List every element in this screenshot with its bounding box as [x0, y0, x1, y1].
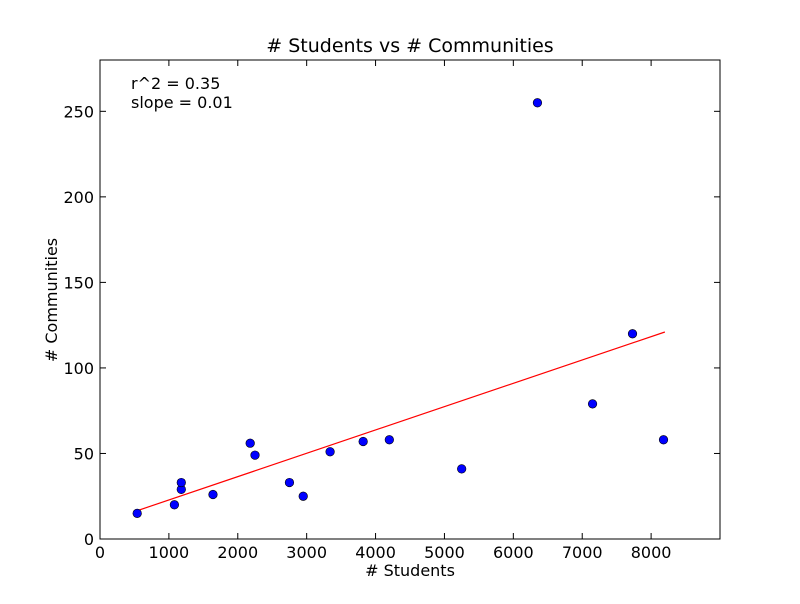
data-point	[298, 491, 308, 501]
data-point	[627, 329, 638, 339]
data-point	[384, 435, 394, 445]
annotation-slope: slope = 0.01	[131, 93, 233, 112]
x-tick-label: 6000	[493, 543, 534, 562]
data-point	[532, 98, 543, 108]
data-point	[587, 399, 598, 409]
x-tick-label: 8000	[631, 543, 672, 562]
y-axis-label: # Communities	[42, 238, 61, 362]
data-point	[284, 477, 295, 488]
data-point	[245, 438, 255, 448]
data-point	[457, 464, 467, 474]
y-tick-label: 100	[63, 359, 94, 378]
y-tick-label: 250	[63, 102, 94, 121]
y-tick-label: 0	[84, 530, 94, 549]
data-point	[132, 508, 142, 518]
y-tick-label: 150	[63, 273, 94, 292]
chart-title: # Students vs # Communities	[266, 35, 553, 57]
data-point	[208, 489, 218, 500]
x-tick-label: 2000	[217, 543, 258, 562]
x-tick-label: 3000	[286, 543, 327, 562]
data-point	[658, 435, 669, 445]
axes-frame	[99, 59, 721, 540]
annotation-r-squared: r^2 = 0.35	[131, 74, 220, 93]
x-tick-label: 0	[95, 543, 105, 562]
x-tick-label: 5000	[424, 543, 465, 562]
regression-line	[134, 331, 666, 513]
x-tick-label: 4000	[355, 543, 396, 562]
data-point	[176, 477, 186, 488]
y-tick-label: 50	[74, 444, 94, 463]
data-point	[169, 500, 179, 510]
x-axis-label: # Students	[365, 561, 455, 580]
data-point	[358, 436, 368, 447]
data-point	[325, 447, 335, 457]
x-tick-label: 7000	[562, 543, 603, 562]
plot-area: 0 1000 2000 3000 4000 5000 6000 7000 8000 0 50 100 1…	[63, 59, 721, 562]
x-tick-label: 1000	[149, 543, 190, 562]
y-tick-label: 200	[63, 188, 94, 207]
data-point	[250, 450, 260, 460]
